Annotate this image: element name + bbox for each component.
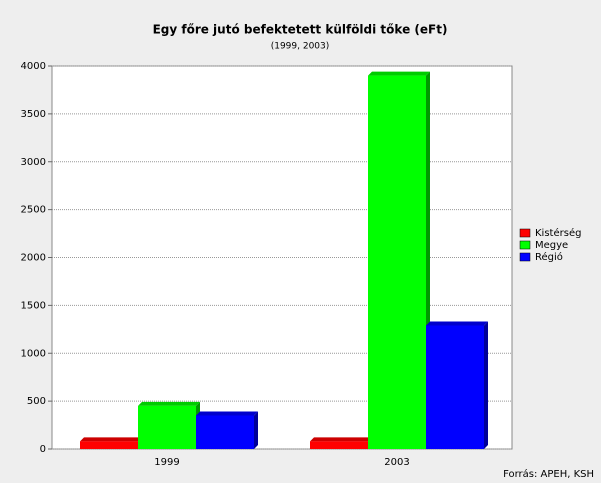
chart-title: Egy főre jutó befektetett külföldi tőke … <box>153 23 448 37</box>
x-tick-label: 1999 <box>154 457 179 468</box>
bar <box>426 325 484 449</box>
bar <box>80 441 138 449</box>
legend-label: Kistérség <box>535 227 581 239</box>
legend-swatch <box>519 228 531 238</box>
y-tick-label: 2500 <box>21 205 46 216</box>
y-tick-label: 1000 <box>21 348 46 359</box>
legend-swatch <box>519 252 531 262</box>
y-tick-label: 2000 <box>21 253 46 264</box>
source-note: Forrás: APEH, KSH <box>503 468 594 480</box>
legend-swatch <box>519 240 531 250</box>
chart-subtitle: (1999, 2003) <box>271 42 330 52</box>
legend-label: Régió <box>535 251 563 263</box>
bar-side <box>484 321 488 449</box>
bar-top <box>310 437 372 442</box>
x-tick-label: 2003 <box>384 457 409 468</box>
bar <box>310 441 368 449</box>
y-tick-label: 3500 <box>21 109 46 120</box>
y-tick-label: 3000 <box>21 157 46 168</box>
bar-side <box>254 411 258 449</box>
y-tick-label: 0 <box>40 444 46 455</box>
y-tick-label: 4000 <box>21 61 46 72</box>
bar <box>196 415 254 449</box>
legend-label: Megye <box>535 240 568 251</box>
bar-top <box>138 401 200 406</box>
bar-top <box>196 411 258 416</box>
bar-top <box>80 437 142 442</box>
bar-top <box>426 321 488 326</box>
y-tick-label: 500 <box>27 396 46 407</box>
bar <box>138 405 196 449</box>
bar <box>368 75 426 449</box>
bar-top <box>368 71 430 76</box>
y-tick-label: 1500 <box>21 300 46 311</box>
